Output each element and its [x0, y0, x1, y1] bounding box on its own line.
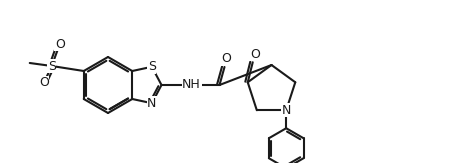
- Text: O: O: [55, 37, 65, 51]
- Text: N: N: [282, 104, 291, 117]
- Text: O: O: [39, 76, 49, 89]
- Text: O: O: [250, 48, 260, 61]
- Text: N: N: [147, 97, 156, 110]
- Text: NH: NH: [182, 79, 201, 91]
- Text: S: S: [48, 59, 56, 73]
- Text: O: O: [221, 52, 231, 66]
- Text: S: S: [148, 60, 156, 73]
